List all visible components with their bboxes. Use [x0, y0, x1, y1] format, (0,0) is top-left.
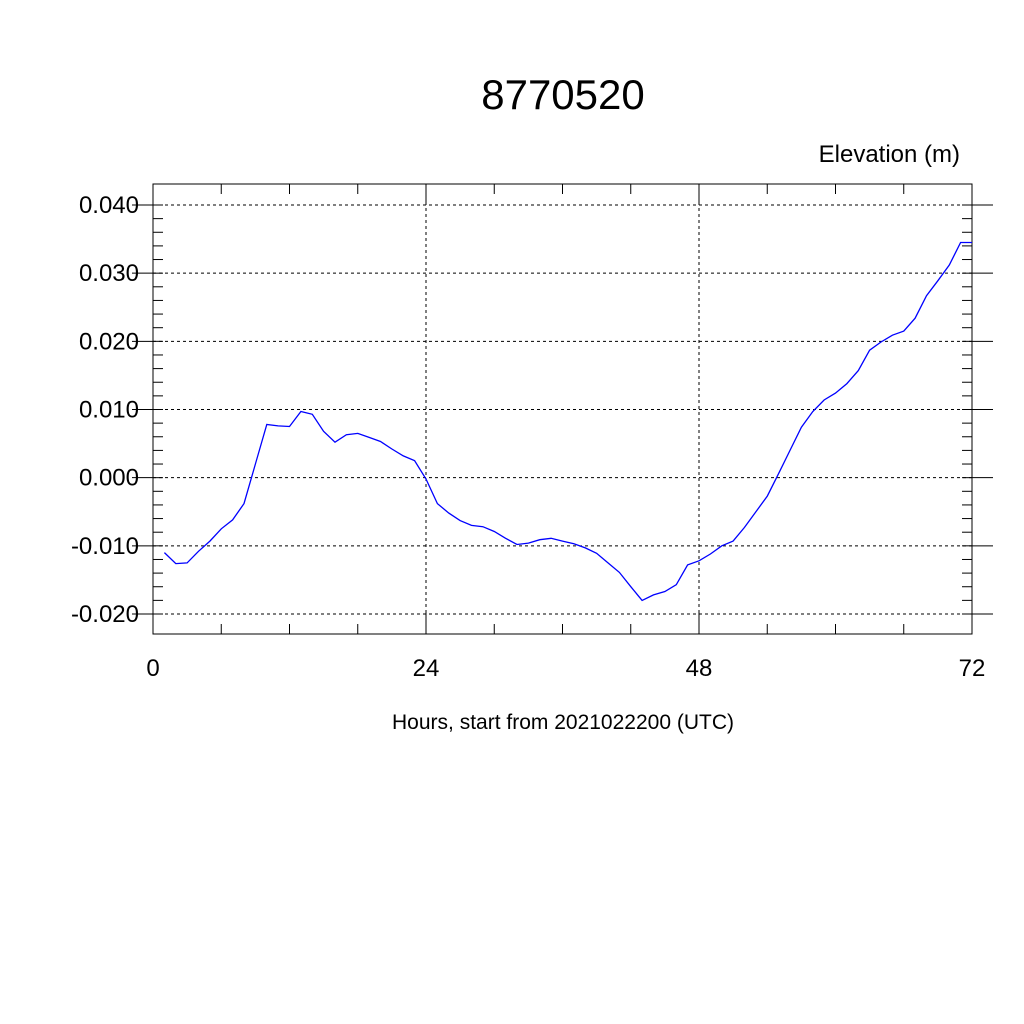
major-ticks — [132, 184, 993, 634]
y-tick-labels: -0.020 -0.010 0.000 0.010 0.020 0.030 0.040 — [71, 192, 139, 628]
grid — [153, 184, 972, 634]
plot-frame — [152, 183, 973, 635]
series-line — [163, 241, 972, 602]
y-tick-label-5: 0.030 — [79, 260, 139, 287]
x-tick-label-3: 72 — [959, 655, 986, 682]
y-tick-label-0: -0.020 — [71, 601, 139, 628]
chart-title: 8770520 — [481, 71, 645, 118]
y-tick-label-2: 0.000 — [79, 465, 139, 492]
x-tick-label-0: 0 — [146, 655, 159, 682]
y-tick-label-6: 0.040 — [79, 192, 139, 219]
x-axis-label: Hours, start from 2021022200 (UTC) — [392, 711, 734, 734]
y-tick-label-1: -0.010 — [71, 533, 139, 560]
y-tick-label-4: 0.020 — [79, 328, 139, 355]
x-tick-labels: 0 24 48 72 — [146, 655, 985, 682]
y-tick-label-3: 0.010 — [79, 397, 139, 424]
x-tick-label-1: 24 — [413, 655, 440, 682]
x-tick-label-2: 48 — [686, 655, 713, 682]
y-axis-label: Elevation (m) — [819, 141, 960, 168]
